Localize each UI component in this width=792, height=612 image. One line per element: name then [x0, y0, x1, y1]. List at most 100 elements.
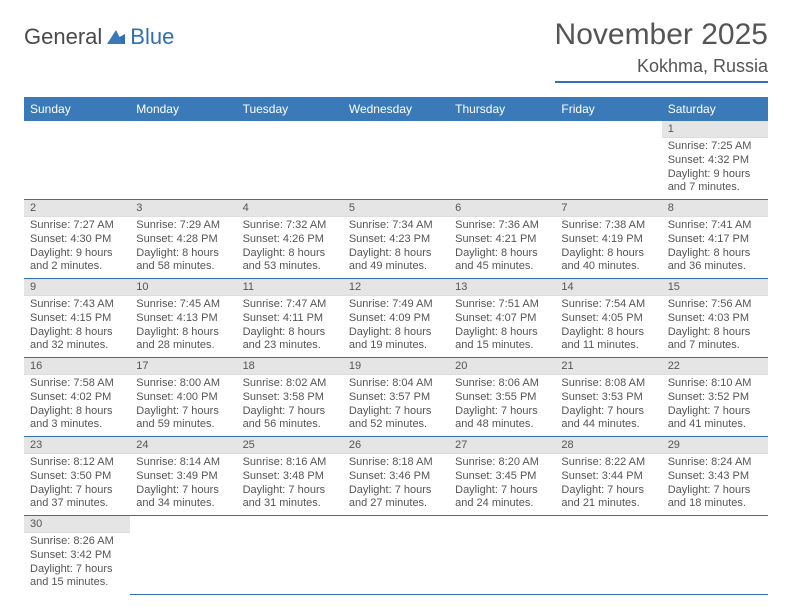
day-info: Sunrise: 8:06 AMSunset: 3:55 PMDaylight:… [449, 375, 555, 436]
day-info: Sunrise: 7:34 AMSunset: 4:23 PMDaylight:… [343, 217, 449, 278]
day-number: 24 [130, 437, 236, 454]
calendar-cell: 29 Sunrise: 8:24 AMSunset: 3:43 PMDayligh… [662, 437, 768, 516]
day-info-line: Sunrise: 8:08 AM [561, 377, 655, 391]
day-number: 12 [343, 279, 449, 296]
calendar-cell: 21Sunrise: 8:08 AMSunset: 3:53 PMDayligh… [555, 358, 661, 437]
day-info: Sunrise: 8:26 AMSunset: 3:42 PMDaylight:… [24, 533, 130, 594]
day-info-line: Sunset: 4:09 PM [349, 312, 443, 326]
day-info-line: Sunrise: 8:20 AM [455, 456, 549, 470]
day-info: Sunrise: 7:51 AMSunset: 4:07 PMDaylight:… [449, 296, 555, 357]
day-info-line: Sunrise: 8:10 AM [668, 377, 762, 391]
weekday-header: Tuesday [237, 97, 343, 121]
day-info: Sunrise: 7:56 AMSunset: 4:03 PMDaylight:… [662, 296, 768, 357]
day-info-line: Daylight: 7 hours [136, 484, 230, 498]
day-info: Sunrise: 7:38 AMSunset: 4:19 PMDaylight:… [555, 217, 661, 278]
day-info: Sunrise: 7:32 AMSunset: 4:26 PMDaylight:… [237, 217, 343, 278]
day-info-line: Sunrise: 8:16 AM [243, 456, 337, 470]
day-info-line: and 3 minutes. [30, 418, 124, 432]
day-info: Sunrise: 7:54 AMSunset: 4:05 PMDaylight:… [555, 296, 661, 357]
day-info-line: Sunrise: 8:26 AM [30, 535, 124, 549]
calendar-cell [237, 516, 343, 595]
day-info-line: Daylight: 8 hours [349, 326, 443, 340]
day-info-line: and 37 minutes. [30, 497, 124, 511]
day-info: Sunrise: 7:36 AMSunset: 4:21 PMDaylight:… [449, 217, 555, 278]
day-info-line: Sunrise: 8:24 AM [668, 456, 762, 470]
day-info-line: Daylight: 7 hours [455, 405, 549, 419]
calendar-cell: 18Sunrise: 8:02 AMSunset: 3:58 PMDayligh… [237, 358, 343, 437]
day-info-line: Daylight: 7 hours [668, 484, 762, 498]
day-info-line: Daylight: 7 hours [243, 484, 337, 498]
day-info-line: Sunrise: 7:56 AM [668, 298, 762, 312]
calendar-cell [237, 121, 343, 200]
day-info-line: Sunset: 4:02 PM [30, 391, 124, 405]
day-info-line: Sunset: 3:55 PM [455, 391, 549, 405]
day-info-line: and 11 minutes. [561, 339, 655, 353]
day-info-line: and 31 minutes. [243, 497, 337, 511]
day-info-line: Sunset: 4:26 PM [243, 233, 337, 247]
day-info-line: Daylight: 8 hours [349, 247, 443, 261]
day-info-line: and 32 minutes. [30, 339, 124, 353]
day-number: 16 [24, 358, 130, 375]
calendar-cell [24, 121, 130, 200]
day-info-line: Sunrise: 7:27 AM [30, 219, 124, 233]
calendar-cell [449, 516, 555, 595]
day-info: Sunrise: 8:00 AMSunset: 4:00 PMDaylight:… [130, 375, 236, 436]
day-info-line: Daylight: 8 hours [136, 326, 230, 340]
day-number: 6 [449, 200, 555, 217]
calendar-cell: 24Sunrise: 8:14 AMSunset: 3:49 PMDayligh… [130, 437, 236, 516]
day-info-line: Sunset: 3:58 PM [243, 391, 337, 405]
day-info-line: Daylight: 8 hours [243, 326, 337, 340]
calendar-cell [130, 516, 236, 595]
day-info-line: Daylight: 8 hours [455, 247, 549, 261]
calendar-cell: 17Sunrise: 8:00 AMSunset: 4:00 PMDayligh… [130, 358, 236, 437]
day-info-line: and 48 minutes. [455, 418, 549, 432]
day-info-line: Sunrise: 8:22 AM [561, 456, 655, 470]
calendar-cell: 8Sunrise: 7:41 AMSunset: 4:17 PMDaylight… [662, 200, 768, 279]
day-info-line: and 34 minutes. [136, 497, 230, 511]
day-number: 4 [237, 200, 343, 217]
calendar-cell: 11Sunrise: 7:47 AMSunset: 4:11 PMDayligh… [237, 279, 343, 358]
calendar-cell [449, 121, 555, 200]
day-info-line: Sunset: 4:15 PM [30, 312, 124, 326]
day-info-line: Daylight: 8 hours [30, 326, 124, 340]
day-info-line: Sunrise: 8:12 AM [30, 456, 124, 470]
day-info-line: Sunrise: 7:47 AM [243, 298, 337, 312]
day-info-line: Sunset: 3:42 PM [30, 549, 124, 563]
day-info-line: and 2 minutes. [30, 260, 124, 274]
calendar-cell: 16Sunrise: 7:58 AMSunset: 4:02 PMDayligh… [24, 358, 130, 437]
day-info-line: Sunrise: 8:06 AM [455, 377, 549, 391]
day-info-line: Daylight: 7 hours [30, 563, 124, 577]
day-info-line: and 19 minutes. [349, 339, 443, 353]
calendar-cell: 5Sunrise: 7:34 AMSunset: 4:23 PMDaylight… [343, 200, 449, 279]
calendar-table: SundayMondayTuesdayWednesdayThursdayFrid… [24, 97, 768, 595]
day-info-line: and 28 minutes. [136, 339, 230, 353]
day-info-line: Daylight: 8 hours [561, 247, 655, 261]
day-number: 1 [662, 121, 768, 138]
day-info-line: and 52 minutes. [349, 418, 443, 432]
calendar-cell [662, 516, 768, 595]
day-info-line: Sunrise: 8:18 AM [349, 456, 443, 470]
day-info-line: Sunrise: 7:49 AM [349, 298, 443, 312]
calendar-cell: 27Sunrise: 8:20 AMSunset: 3:45 PMDayligh… [449, 437, 555, 516]
day-info: Sunrise: 7:58 AMSunset: 4:02 PMDaylight:… [24, 375, 130, 436]
calendar-cell: 13Sunrise: 7:51 AMSunset: 4:07 PMDayligh… [449, 279, 555, 358]
day-number: 7 [555, 200, 661, 217]
day-number: 28 [555, 437, 661, 454]
day-info-line: Sunset: 4:07 PM [455, 312, 549, 326]
day-number: 8 [662, 200, 768, 217]
day-info-line: Daylight: 7 hours [349, 484, 443, 498]
day-info: Sunrise: 7:25 AMSunset: 4:32 PMDaylight:… [662, 138, 768, 199]
day-number: 2 [24, 200, 130, 217]
day-info-line: Sunset: 3:43 PM [668, 470, 762, 484]
day-number: 29 [662, 437, 768, 454]
calendar-cell: 12 Sunrise: 7:49 AMSunset: 4:09 PMDayligh… [343, 279, 449, 358]
day-info-line: and 53 minutes. [243, 260, 337, 274]
day-info-line: Sunrise: 7:25 AM [668, 140, 762, 154]
calendar-cell: 22Sunrise: 8:10 AMSunset: 3:52 PMDayligh… [662, 358, 768, 437]
day-info: Sunrise: 8:22 AMSunset: 3:44 PMDaylight:… [555, 454, 661, 515]
calendar-cell: 2Sunrise: 7:27 AMSunset: 4:30 PMDaylight… [24, 200, 130, 279]
calendar-cell: 20Sunrise: 8:06 AMSunset: 3:55 PMDayligh… [449, 358, 555, 437]
day-info-line: Sunrise: 8:14 AM [136, 456, 230, 470]
day-number: 30 [24, 516, 130, 533]
day-number: 17 [130, 358, 236, 375]
